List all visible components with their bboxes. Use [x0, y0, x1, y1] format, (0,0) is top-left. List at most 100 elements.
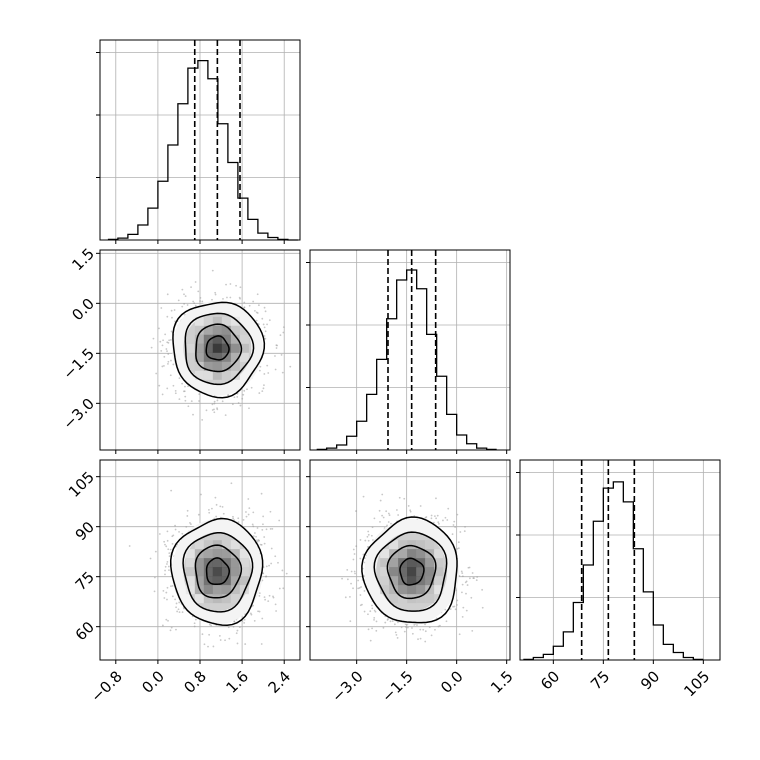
sample-point — [481, 606, 484, 609]
sample-point — [274, 368, 277, 371]
density-cell — [194, 334, 204, 344]
density-cell — [425, 567, 435, 577]
sample-point — [463, 530, 466, 533]
sample-point — [280, 354, 283, 356]
density-cell — [194, 370, 204, 380]
density-cell — [221, 325, 231, 335]
density-cell — [221, 558, 231, 568]
sample-point — [346, 568, 349, 571]
sample-point — [161, 344, 164, 347]
sample-point — [438, 624, 441, 627]
sample-point — [430, 517, 433, 520]
sample-point — [454, 526, 457, 528]
sample-point — [227, 626, 230, 629]
sample-point — [360, 586, 362, 588]
density-cell — [230, 352, 240, 362]
contour-line-3 — [373, 531, 448, 612]
density-cell — [212, 352, 222, 362]
density-cell — [221, 567, 231, 577]
sample-point — [263, 596, 266, 599]
sample-point — [357, 587, 360, 590]
sample-point — [167, 360, 170, 363]
scatter-panel-1-2: −3.0 −1.5 0.0 1.5 — [60, 245, 301, 454]
sample-point — [181, 305, 184, 308]
sample-point — [164, 565, 167, 568]
sample-point — [194, 281, 197, 283]
density-cell — [434, 567, 444, 577]
sample-point — [252, 604, 254, 607]
density-cell — [380, 576, 390, 586]
sample-point — [435, 497, 437, 500]
sample-point — [271, 527, 274, 530]
density-cell — [185, 343, 195, 353]
sample-point — [363, 590, 366, 592]
sample-point — [155, 372, 158, 375]
sample-point — [430, 514, 433, 517]
sample-point — [211, 403, 214, 406]
sample-point — [194, 304, 197, 307]
panel-frame — [519, 459, 721, 661]
sample-point — [409, 509, 412, 512]
sample-point — [470, 596, 473, 599]
density-cell — [416, 594, 426, 604]
sample-point — [261, 317, 264, 320]
sample-point — [158, 384, 161, 387]
sample-point — [243, 618, 246, 621]
sample-point — [187, 385, 189, 388]
density-cell — [239, 567, 249, 577]
sample-point — [164, 333, 167, 336]
density-cell — [221, 361, 231, 371]
sample-point — [279, 334, 282, 337]
x-tick-label: −0.8 — [87, 667, 125, 705]
density-cell — [389, 558, 399, 568]
sample-point — [168, 552, 171, 555]
sample-point — [406, 626, 409, 629]
density-cell — [389, 576, 399, 586]
density-cell — [230, 567, 240, 577]
density-cell — [194, 540, 204, 550]
sample-point — [225, 283, 227, 286]
sample-point — [364, 539, 367, 542]
sample-point — [170, 626, 173, 629]
sample-point — [174, 598, 177, 601]
sample-point — [161, 393, 164, 396]
density-cell — [203, 567, 213, 577]
sample-point — [233, 620, 236, 623]
sample-point — [229, 283, 232, 285]
sample-point — [166, 598, 168, 601]
sample-point — [128, 545, 131, 547]
sample-point — [152, 337, 155, 340]
sample-point — [267, 600, 270, 603]
sample-point — [367, 539, 370, 542]
contour-line-1 — [399, 557, 425, 586]
y-tick-label: 60 — [72, 618, 98, 644]
sample-point — [438, 522, 440, 525]
density-cell — [239, 343, 249, 353]
sample-point — [153, 590, 156, 593]
sample-point — [165, 618, 168, 621]
density-cell — [425, 594, 435, 604]
density-cell — [434, 585, 444, 595]
sample-point — [213, 402, 216, 405]
sample-point — [227, 394, 230, 397]
sample-point — [267, 372, 270, 374]
sample-point — [460, 570, 463, 573]
sample-point — [166, 387, 169, 390]
sample-point — [445, 620, 448, 623]
sample-point — [285, 572, 288, 575]
density-cell — [416, 585, 426, 595]
density-cell — [203, 594, 213, 604]
sample-point — [173, 309, 176, 311]
density-cell — [221, 316, 231, 326]
sample-point — [424, 630, 427, 633]
sample-point — [187, 405, 190, 408]
sample-point — [255, 535, 257, 538]
sample-point — [261, 617, 264, 620]
density-cell — [194, 352, 204, 362]
sample-point — [158, 533, 161, 535]
density-cell — [203, 549, 213, 559]
sample-point — [382, 516, 385, 519]
sample-point — [265, 565, 268, 568]
sample-point — [235, 284, 237, 287]
y-tick-label: −1.5 — [60, 345, 98, 383]
